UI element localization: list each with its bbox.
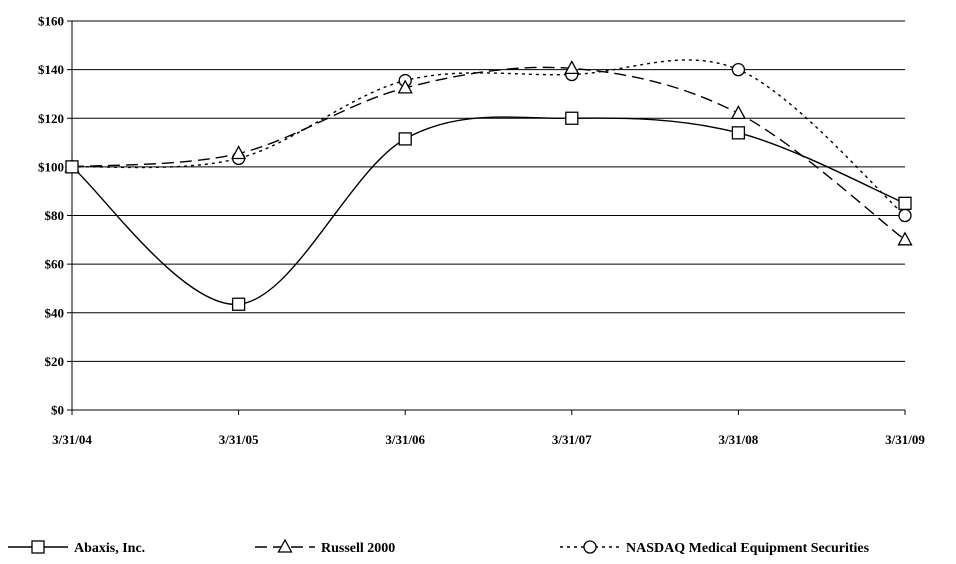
x-tick-label: 3/31/08 <box>719 432 759 447</box>
x-tick-label: 3/31/04 <box>52 432 92 447</box>
y-tick-label: $60 <box>45 257 65 272</box>
data-point-triangle <box>231 145 247 160</box>
legend-marker-square <box>31 540 45 554</box>
data-point-square <box>65 160 79 174</box>
y-tick-label: $40 <box>45 305 65 320</box>
data-point-square <box>565 111 579 125</box>
gridlines <box>72 20 905 362</box>
x-tick-label: 3/31/06 <box>385 432 425 447</box>
data-point-circle <box>898 208 912 223</box>
x-tick-label: 3/31/07 <box>552 432 592 447</box>
legend-item: Abaxis, Inc. <box>8 540 145 556</box>
y-tick-label: $0 <box>51 403 64 418</box>
data-point-triangle <box>397 79 413 94</box>
series-line <box>71 59 906 217</box>
series-circle <box>65 59 912 223</box>
series-line <box>71 116 906 305</box>
data-point-square <box>898 196 912 210</box>
data-point-square <box>398 132 412 146</box>
x-axis-tick-labels: 3/31/04 3/31/05 3/31/06 3/31/07 3/31/08 3/31/… <box>52 432 925 447</box>
x-tick-label: 3/31/09 <box>885 432 925 447</box>
data-point-triangle <box>564 60 580 75</box>
legend: Abaxis, Inc. Russell 2000 NASDAQ Medical E… <box>8 538 870 556</box>
legend-label: Russell 2000 <box>321 541 395 556</box>
series-line <box>71 66 906 241</box>
y-tick-label: $140 <box>38 62 64 77</box>
series-triangle <box>64 60 913 246</box>
legend-label: NASDAQ Medical Equipment Securities <box>626 541 870 556</box>
x-tick-label: 3/31/05 <box>219 432 259 447</box>
series-square <box>65 111 912 311</box>
y-axis-tick-labels: $0 $20 $40 $60 $80 $100 $120 $140 $160 <box>38 14 64 418</box>
legend-marker-triangle <box>277 538 293 553</box>
axes <box>67 20 906 415</box>
y-tick-label: $160 <box>38 14 64 29</box>
legend-item: Russell 2000 <box>255 538 395 556</box>
legend-item: NASDAQ Medical Equipment Securities <box>560 540 870 556</box>
data-point-square <box>731 126 746 140</box>
data-series <box>64 59 913 311</box>
legend-label: Abaxis, Inc. <box>74 541 145 556</box>
y-tick-label: $20 <box>45 354 65 369</box>
y-tick-label: $80 <box>45 208 65 223</box>
data-point-circle <box>731 62 746 77</box>
data-point-square <box>231 297 246 311</box>
data-point-triangle <box>730 105 746 120</box>
data-point-triangle <box>897 231 913 246</box>
legend-marker-circle <box>583 540 597 554</box>
y-tick-label: $120 <box>38 111 64 126</box>
y-tick-label: $100 <box>38 159 64 174</box>
